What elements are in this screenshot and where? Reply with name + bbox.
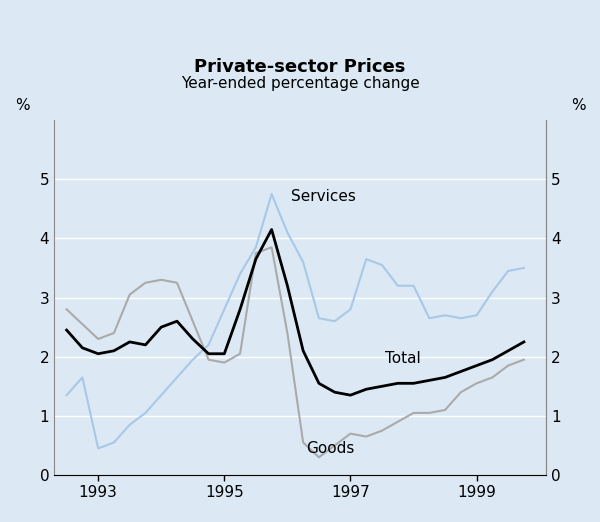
Text: Services: Services [290,189,355,204]
Text: Year-ended percentage change: Year-ended percentage change [181,76,419,91]
Text: %: % [15,98,29,113]
Text: %: % [571,98,585,113]
Text: Goods: Goods [307,441,355,456]
Text: Total: Total [385,351,421,365]
Text: Private-sector Prices: Private-sector Prices [194,58,406,76]
